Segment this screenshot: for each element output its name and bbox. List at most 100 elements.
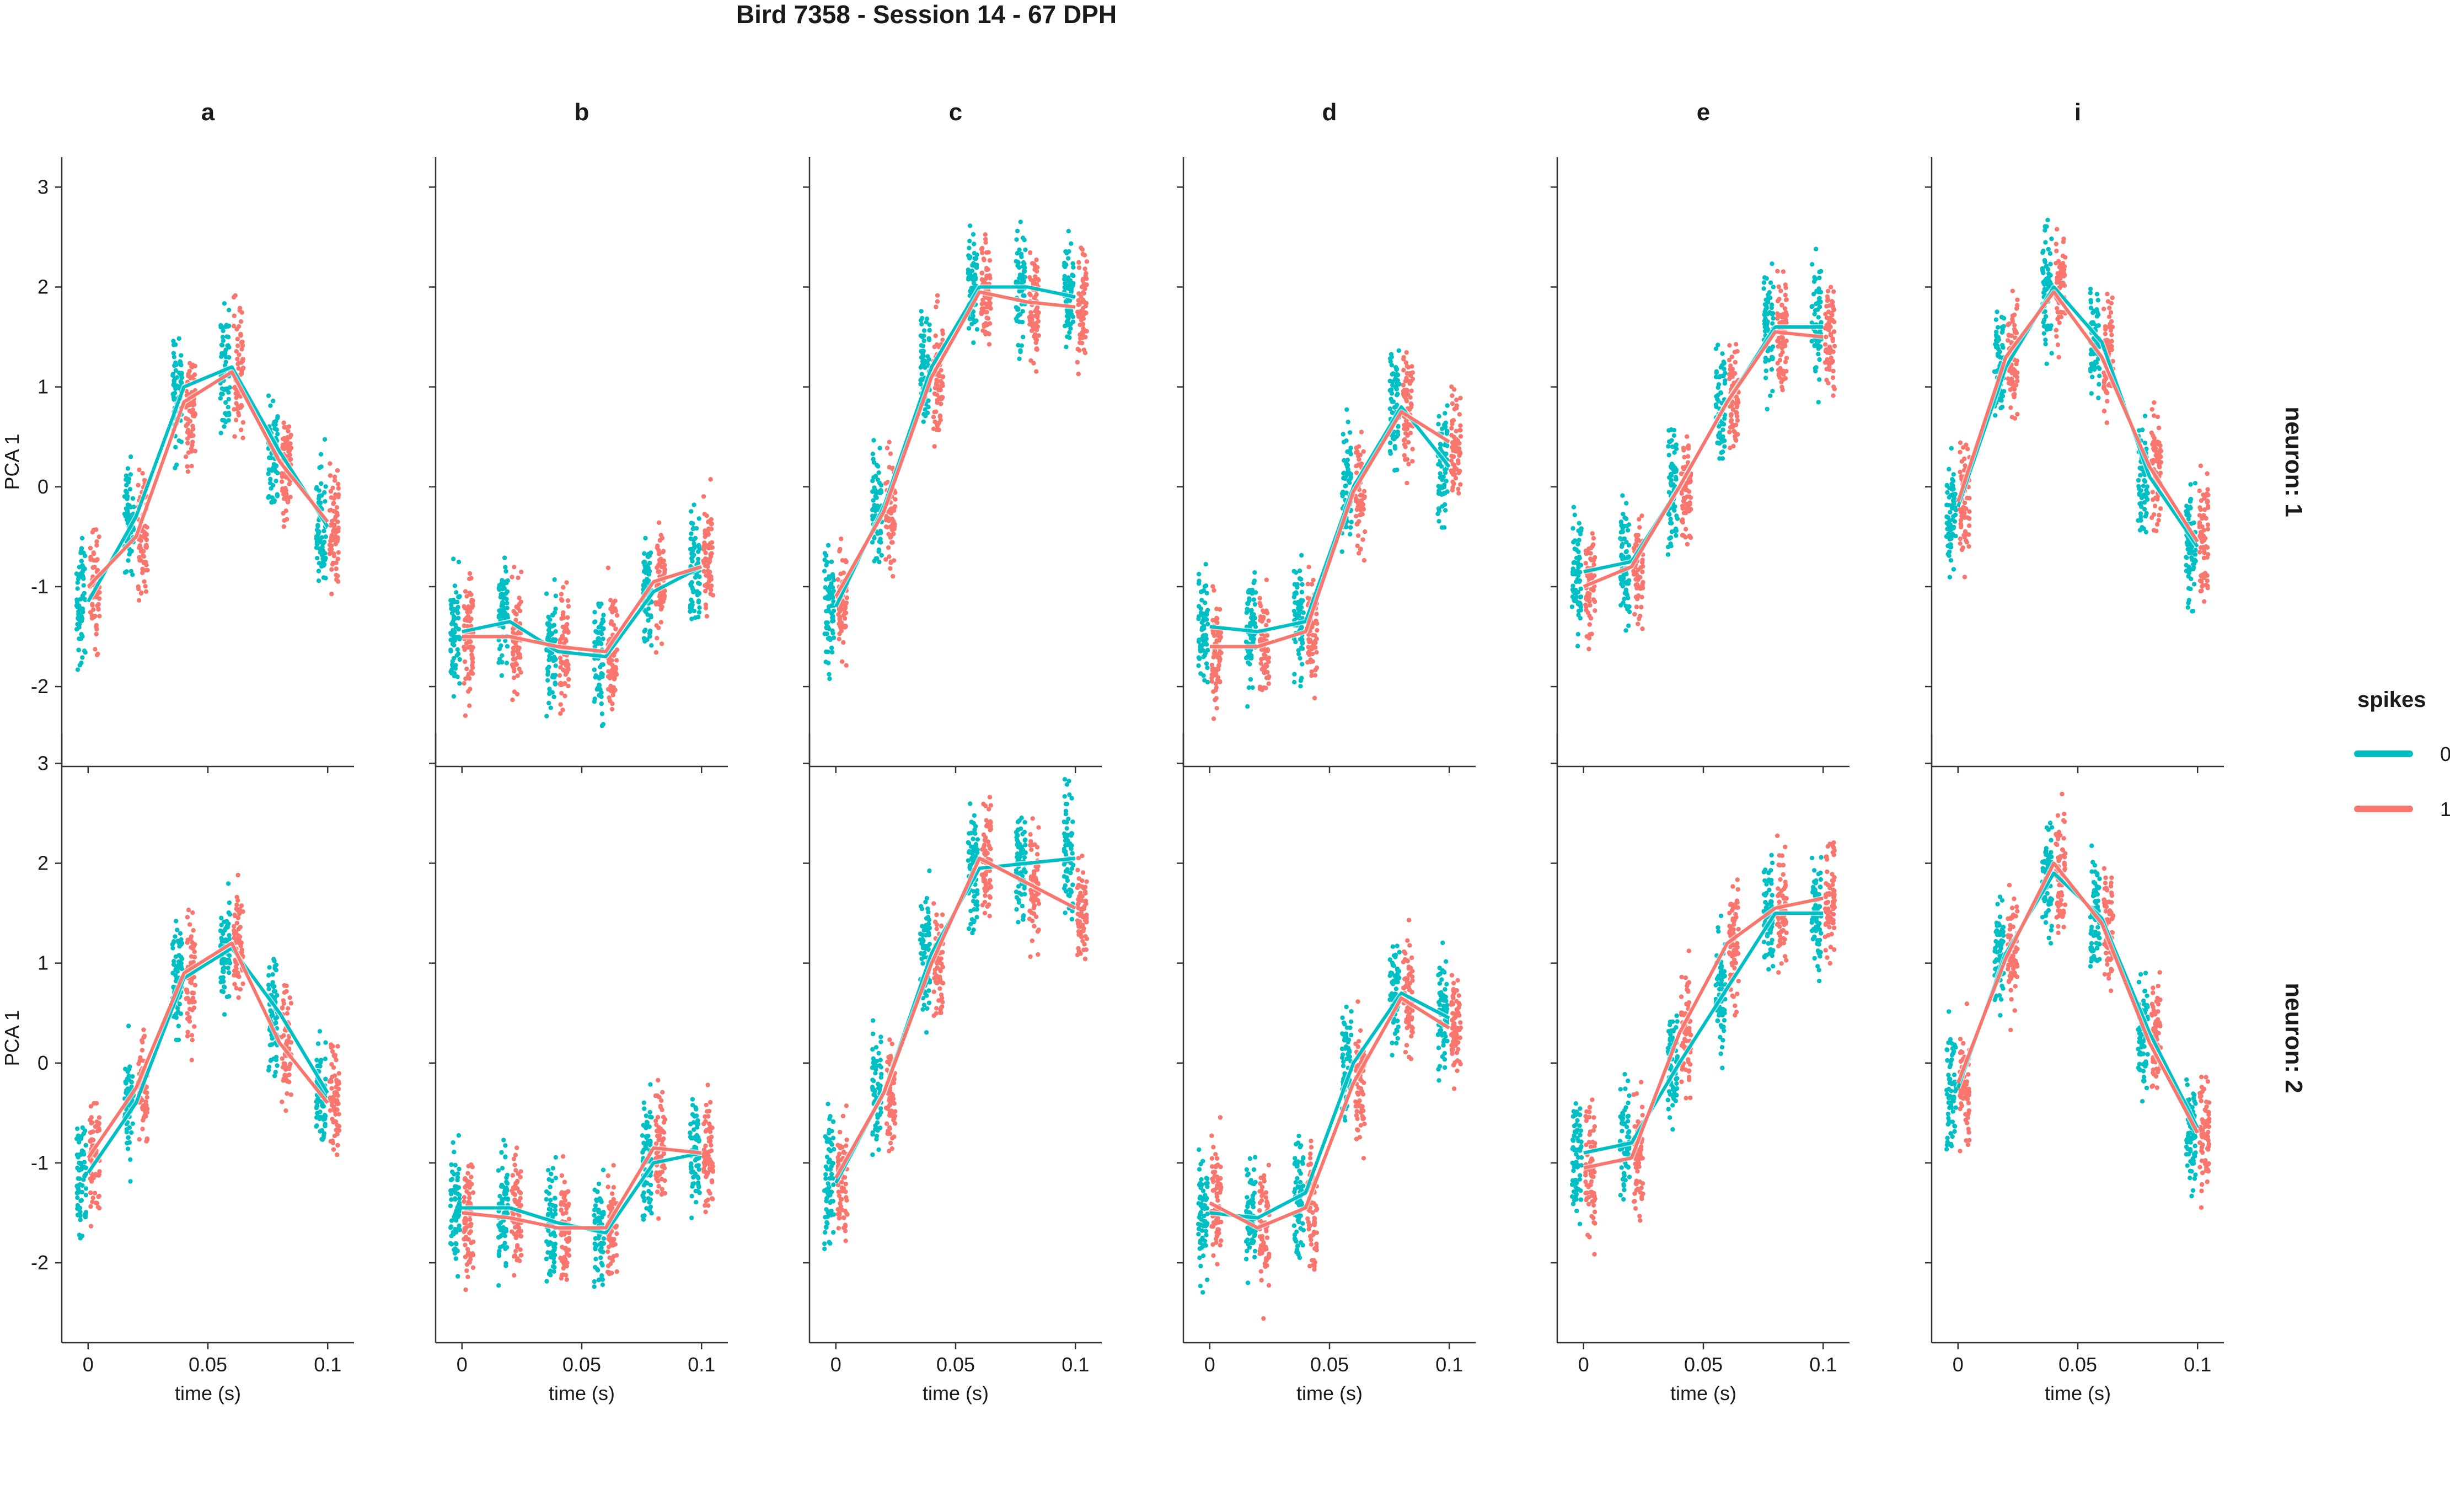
data-point <box>124 490 130 495</box>
data-point <box>1722 444 1727 449</box>
data-point <box>974 252 979 258</box>
data-point <box>1812 275 1817 280</box>
data-point <box>1578 608 1583 613</box>
data-point <box>1017 247 1022 253</box>
data-point <box>983 331 988 337</box>
data-point <box>1624 501 1629 506</box>
data-point <box>218 396 223 401</box>
data-point <box>452 583 458 588</box>
data-point <box>694 526 699 531</box>
data-point <box>510 698 515 703</box>
data-point <box>1671 433 1677 438</box>
data-point <box>1777 340 1782 345</box>
data-point <box>1407 381 1412 386</box>
data-point <box>1216 638 1222 643</box>
data-point <box>2054 280 2060 285</box>
data-point <box>79 535 85 541</box>
data-point <box>1032 334 1037 339</box>
data-point <box>1067 298 1073 303</box>
data-point <box>1299 553 1304 558</box>
data-point <box>1620 529 1625 534</box>
data-point <box>1394 387 1399 392</box>
data-point <box>1958 440 1963 445</box>
data-point <box>1761 286 1766 291</box>
data-point <box>564 580 569 585</box>
data-point <box>1348 475 1353 480</box>
data-point <box>2043 314 2049 319</box>
data-point <box>1017 265 1022 270</box>
data-point <box>550 613 555 618</box>
data-point <box>317 529 321 534</box>
data-point <box>500 653 505 658</box>
data-point <box>565 615 570 620</box>
data-point <box>562 694 567 699</box>
data-point <box>1814 289 1819 294</box>
data-point <box>226 405 230 410</box>
data-point <box>512 565 517 570</box>
data-point <box>1298 684 1303 689</box>
data-point <box>1080 307 1085 313</box>
data-point <box>1243 655 1249 661</box>
data-point <box>97 534 101 539</box>
data-point <box>1583 602 1588 608</box>
data-point <box>974 318 979 323</box>
data-point <box>926 405 931 410</box>
data-point <box>94 539 99 544</box>
data-point <box>1388 451 1393 456</box>
data-point <box>690 559 695 564</box>
data-point <box>336 481 341 486</box>
data-point <box>557 656 563 661</box>
data-point <box>334 566 339 571</box>
data-point <box>2143 529 2149 535</box>
data-point <box>1763 356 1768 361</box>
data-point <box>173 384 178 389</box>
data-point <box>232 313 237 318</box>
data-point <box>831 618 836 624</box>
data-point <box>592 620 597 625</box>
data-point <box>281 491 286 497</box>
data-point <box>838 546 843 552</box>
data-point <box>1022 237 1027 243</box>
data-point <box>77 622 82 627</box>
data-point <box>557 682 562 687</box>
data-point <box>139 590 144 596</box>
data-point <box>826 661 831 666</box>
data-point <box>1389 391 1395 396</box>
data-point <box>920 359 925 364</box>
data-point <box>1344 438 1349 443</box>
data-point <box>90 602 95 607</box>
data-point <box>1633 570 1638 576</box>
data-point <box>2110 295 2115 301</box>
data-point <box>831 635 837 640</box>
data-point <box>1019 273 1024 278</box>
data-point <box>1032 267 1037 272</box>
data-point <box>689 531 694 536</box>
data-point <box>1362 494 1367 499</box>
data-point <box>562 681 567 686</box>
data-point <box>1587 622 1592 627</box>
data-point <box>1064 345 1069 350</box>
data-point <box>2048 261 2053 267</box>
data-point <box>829 650 835 655</box>
data-point <box>1442 482 1447 487</box>
data-point <box>1728 367 1733 372</box>
data-point <box>1949 446 1954 451</box>
data-point <box>2040 269 2045 274</box>
data-point <box>271 462 277 467</box>
data-point <box>275 494 280 498</box>
data-point <box>883 557 888 562</box>
data-point <box>219 342 224 347</box>
data-point <box>1636 575 1641 580</box>
data-point <box>1312 633 1317 638</box>
data-point <box>551 658 556 663</box>
data-point <box>1309 582 1315 587</box>
data-point <box>75 586 80 591</box>
data-point <box>708 477 713 482</box>
data-point <box>1395 392 1400 396</box>
data-point <box>1578 586 1583 592</box>
data-point <box>2042 259 2047 265</box>
data-point <box>1828 331 1834 336</box>
data-point <box>1828 285 1834 289</box>
